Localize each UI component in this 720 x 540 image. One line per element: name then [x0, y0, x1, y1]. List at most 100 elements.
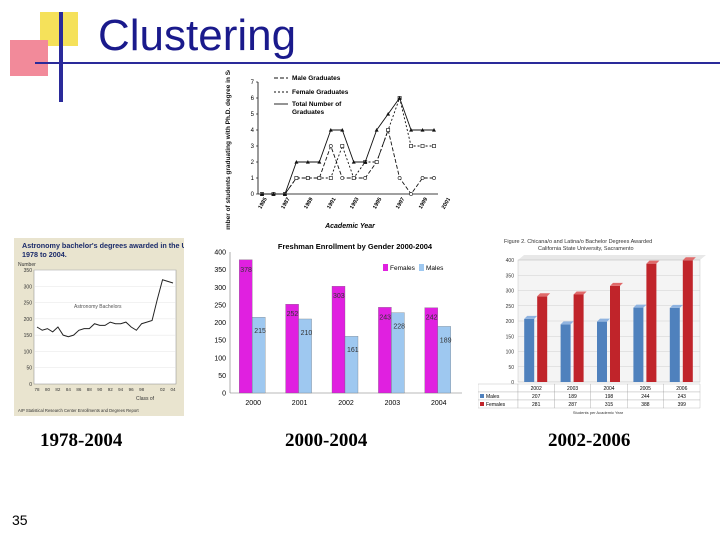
x-tick-label: 2002	[338, 400, 354, 407]
bar-top	[573, 291, 587, 295]
data-point	[397, 176, 402, 180]
data-point	[271, 192, 276, 196]
y-tick-label: 150	[24, 333, 33, 339]
data-label: 210	[301, 330, 313, 337]
caption-right: 2002-2006	[548, 430, 631, 451]
table-cell-value: 2002	[531, 386, 542, 392]
x-tick-label: 1993	[349, 197, 360, 211]
x-tick-label: 94	[118, 387, 124, 392]
bar-males	[560, 324, 571, 382]
x-tick-label: 96	[129, 387, 135, 392]
data-label: 303	[333, 293, 345, 300]
y-tick-label: 400	[214, 250, 226, 257]
bar-males	[344, 336, 359, 394]
x-tick-label: 2003	[385, 400, 401, 407]
y-tick-label: 100	[214, 355, 226, 362]
x-tick-label: 2004	[431, 400, 447, 407]
data-point	[340, 144, 345, 148]
legend: Male Graduates Female Graduates Total Numb…	[274, 75, 349, 116]
data-point	[420, 176, 425, 180]
phd-graduates-chart: Number of students graduating with Ph.D.…	[210, 70, 450, 230]
y-tick-label: 200	[214, 320, 226, 327]
x-tick-label: 98	[139, 387, 145, 392]
data-point	[432, 128, 436, 132]
bar-females	[646, 263, 657, 382]
bar-top	[537, 293, 551, 297]
x-tick-label: 1985	[257, 197, 268, 211]
slide-number: 35	[12, 512, 28, 528]
table-cell-value: 388	[641, 402, 650, 408]
y-tick-label: 300	[24, 284, 33, 290]
y-tick-label: 0	[222, 391, 226, 398]
table-cell	[663, 399, 701, 409]
table-cell	[478, 383, 519, 393]
data-point	[340, 128, 345, 132]
data-point	[351, 160, 356, 164]
data-point	[305, 160, 310, 164]
y-tick-label: 150	[214, 338, 226, 345]
y-tick-label: 0	[251, 192, 255, 198]
data-point	[374, 160, 379, 164]
bar-males	[633, 307, 644, 382]
caption-middle: 2000-2004	[285, 430, 368, 451]
bar-males	[252, 317, 266, 394]
table-cell-value: 198	[605, 394, 614, 400]
bar-males	[298, 318, 312, 394]
decor-pink-square	[10, 40, 48, 76]
data-point	[409, 144, 413, 148]
data-label: 189	[440, 337, 452, 344]
bar-females	[331, 286, 346, 394]
data-point	[420, 144, 425, 148]
bar-males	[391, 312, 405, 394]
y-tick-label: 100	[24, 349, 33, 355]
legend-swatch	[480, 394, 484, 398]
x-tick-label: 2000	[245, 400, 261, 407]
y-tick-label: 5	[251, 112, 255, 118]
y-tick-label: 150	[506, 334, 515, 340]
legend-label: Females	[390, 265, 416, 272]
source-note: AIP Statistical Research Center Enrollme…	[18, 408, 140, 413]
table-cell-value: 244	[641, 394, 650, 400]
data-label: 228	[393, 324, 405, 331]
data-point	[409, 192, 413, 196]
table-cell-value: 287	[568, 402, 577, 408]
x-axis-label: Class of	[136, 396, 155, 402]
bar-top	[610, 282, 623, 286]
bar-top	[646, 260, 660, 264]
y-tick-label: 100	[506, 350, 515, 356]
table-cell-value: 189	[568, 394, 577, 400]
legend-swatch	[419, 264, 424, 271]
table-row-label: Females	[486, 402, 506, 408]
plot-backwall-top	[518, 255, 706, 260]
data-point	[260, 192, 264, 196]
bar-females	[682, 260, 693, 382]
y-axis-label: Number of students graduating with Ph.D.…	[225, 70, 232, 230]
data-point	[363, 160, 368, 164]
legend: Females Males	[383, 264, 444, 272]
bar-females	[573, 294, 584, 382]
data-label: 242	[426, 315, 438, 322]
y-tick-label: 4	[251, 128, 255, 134]
table-cell-value: 281	[532, 402, 541, 408]
x-tick-label: 2001	[441, 197, 450, 211]
data-point	[374, 128, 379, 132]
legend-label: Male Graduates	[292, 75, 341, 82]
y-tick-label: 2	[251, 160, 255, 166]
legend-label: Female Graduates	[292, 89, 349, 96]
data-point	[340, 176, 345, 180]
annotation: Astronomy Bachelors	[74, 304, 122, 310]
x-tick-label: 02	[160, 387, 166, 392]
table-cell-value: 2006	[676, 386, 687, 392]
bar-females	[239, 259, 253, 394]
x-tick-label: 92	[108, 387, 114, 392]
data-point	[432, 176, 436, 180]
latino-degrees-chart: Figure 2. Chicana/o and Latina/o Bachelo…	[478, 236, 712, 416]
y-tick-label: 50	[218, 373, 226, 380]
legend-label: Graduates	[292, 109, 325, 116]
chart-title: Astronomy bachelor's degrees awarded in …	[22, 241, 184, 259]
legend-swatch	[383, 264, 388, 271]
data-point	[386, 128, 391, 132]
series-line-2	[262, 96, 434, 195]
y-tick-label: 350	[214, 267, 226, 274]
data-label: 378	[240, 267, 252, 274]
